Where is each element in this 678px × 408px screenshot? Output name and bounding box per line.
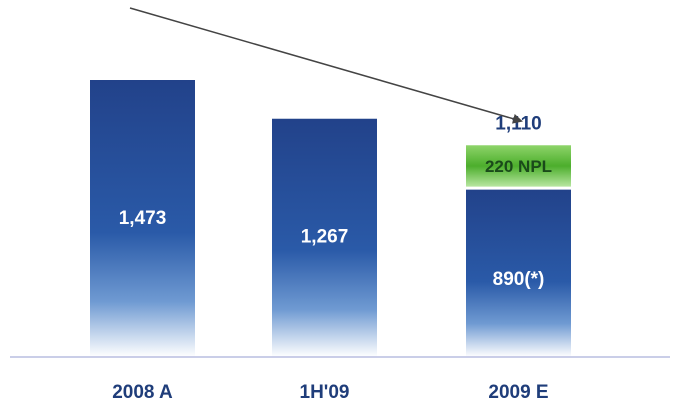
bar-3 bbox=[466, 189, 571, 357]
trend-arrow bbox=[129, 7, 523, 124]
bar-value-label-1: 1,473 bbox=[119, 208, 167, 229]
total-label-3: 1,110 bbox=[495, 113, 542, 134]
npl-segment-3 bbox=[466, 145, 571, 187]
category-label-3: 2009 E bbox=[488, 382, 548, 403]
bar-value-label-2: 1,267 bbox=[301, 227, 349, 248]
bar-2 bbox=[272, 118, 377, 357]
bar-1 bbox=[90, 80, 195, 357]
category-label-2: 1H'09 bbox=[300, 382, 350, 403]
bar-value-label-3: 890(*) bbox=[493, 269, 545, 290]
npl-segment-label: 220 NPL bbox=[485, 157, 552, 176]
category-label-1: 2008 A bbox=[112, 382, 173, 403]
